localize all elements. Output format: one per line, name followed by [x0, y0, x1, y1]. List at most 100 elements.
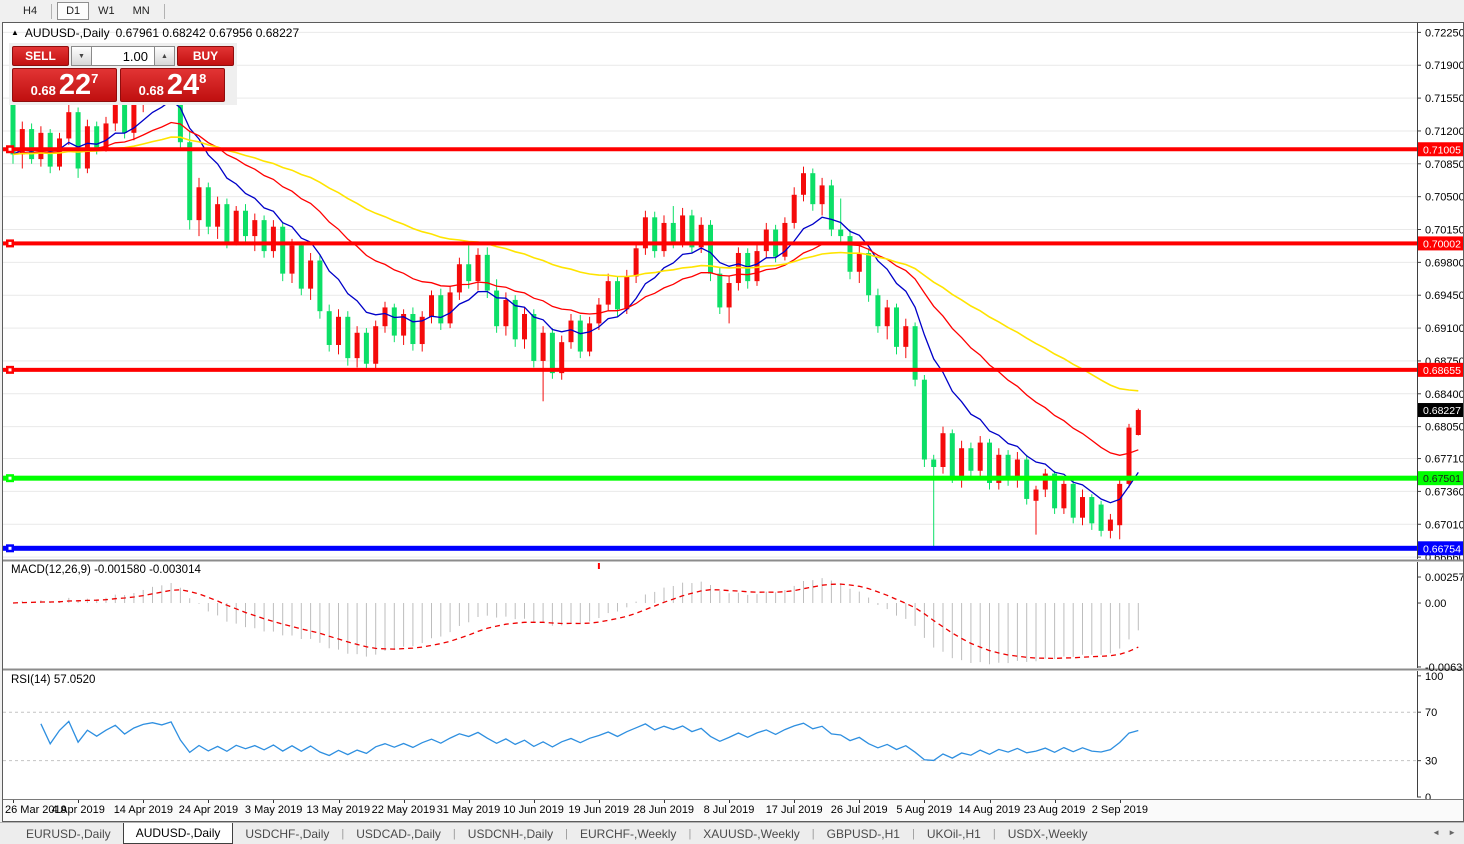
time-axis-tick: [664, 800, 665, 803]
chart-tab-bar: EURUSD-,Daily AUDUSD-,Daily USDCHF-,Daily |…: [0, 822, 1464, 844]
svg-text:0.67360: 0.67360: [1425, 486, 1463, 498]
svg-text:0.71550: 0.71550: [1425, 93, 1463, 105]
time-axis-tick: [208, 800, 210, 803]
time-axis-label: 26 Jul 2019: [830, 804, 888, 816]
time-axis-tick: [533, 800, 535, 803]
tab-separator: |: [565, 827, 568, 840]
volume-increase-button[interactable]: ▲: [154, 46, 175, 66]
time-axis-label: 14 Apr 2019: [113, 804, 174, 816]
time-axis-label: 14 Aug 2019: [958, 804, 1021, 816]
svg-text:0.69450: 0.69450: [1425, 290, 1463, 302]
time-axis-label: 8 Jul 2019: [703, 804, 755, 816]
svg-text:0.67010: 0.67010: [1425, 519, 1463, 531]
sell-button[interactable]: SELL: [12, 46, 69, 66]
ohlc-values: 0.67961 0.68242 0.67956 0.68227: [115, 26, 300, 40]
tab-separator: |: [992, 827, 996, 840]
macd-pane: 0.002574 0.00 -0.006326: [12, 562, 1463, 674]
svg-text:0.67501: 0.67501: [1423, 473, 1461, 485]
time-axis-tick: [924, 800, 926, 803]
buy-price-pip: 8: [199, 70, 207, 86]
svg-text:0: 0: [1425, 792, 1431, 799]
volume-decrease-button[interactable]: ▼: [71, 46, 92, 66]
time-axis-label: 5 Aug 2019: [896, 804, 953, 816]
tab-scroll-left-icon[interactable]: ◄: [1432, 828, 1441, 837]
horizontal-lines: 0.71005 0.70002 0.68655 0.67501 0.66754: [3, 142, 1463, 556]
toolbar-separator: [51, 3, 53, 19]
collapse-panel-icon[interactable]: ▲: [11, 28, 19, 37]
svg-text:0.71200: 0.71200: [1425, 126, 1463, 138]
time-axis-label: 23 Aug 2019: [1023, 804, 1086, 816]
current-price-label: 0.68227: [1418, 403, 1463, 418]
sell-price-button[interactable]: 0.68 22 7: [12, 68, 117, 102]
chart-canvas[interactable]: 0.72250 0.71900 0.71550 0.71200 0.70850 0.705…: [3, 23, 1463, 799]
timeframe-d1-button[interactable]: D1: [57, 2, 90, 20]
buy-price-prefix: 0.68: [138, 82, 164, 98]
svg-text:0.69100: 0.69100: [1425, 323, 1463, 335]
time-axis-tick: [794, 800, 796, 803]
chart-tab-usdcnh-daily[interactable]: USDCNH-,Daily: [467, 826, 554, 841]
time-axis-label: 10 Jun 2019: [503, 804, 564, 816]
time-axis-tick: [1054, 800, 1056, 803]
time-axis-tick: [13, 800, 14, 803]
tab-separator: |: [688, 827, 692, 840]
time-axis-label: 28 Jun 2019: [633, 804, 695, 816]
rsi-pane: 100 70 30 0: [3, 671, 1443, 799]
time-axis-tick: [598, 800, 600, 803]
chart-tab-ukoil-h1[interactable]: UKOil-,H1: [926, 826, 981, 841]
time-axis-tick: [338, 800, 340, 803]
time-axis-tick: [468, 800, 470, 803]
time-axis: 26 Mar 2019 4 Apr 2019 14 Apr 2019 24 Apr 2…: [3, 799, 1463, 821]
timeframe-w1-button[interactable]: W1: [89, 2, 124, 20]
time-axis-label: 26 Mar 2019: [5, 804, 67, 816]
chart-tab-xauusd-weekly[interactable]: XAUUSD-,Weekly: [703, 826, 800, 841]
tab-separator: |: [911, 827, 915, 840]
time-axis-label: 22 May 2019: [371, 804, 436, 816]
time-axis-tick: [273, 800, 275, 803]
buy-button[interactable]: BUY: [177, 46, 234, 66]
svg-text:0.70850: 0.70850: [1425, 159, 1463, 171]
time-axis-label: 3 May 2019: [244, 804, 303, 816]
svg-text:0.002574: 0.002574: [1425, 572, 1463, 584]
svg-text:0.68227: 0.68227: [1423, 405, 1461, 417]
time-axis-label: 24 Apr 2019: [178, 804, 239, 816]
chevron-down-icon: ▼: [78, 52, 85, 60]
chart-tab-usdchf-daily[interactable]: USDCHF-,Daily: [245, 826, 330, 841]
volume-stepper: ▼ ▲: [71, 46, 175, 66]
chevron-up-icon: ▲: [161, 52, 168, 60]
time-axis-tick: [143, 800, 145, 803]
toolbar-separator: [163, 3, 165, 19]
chart-tab-usdx-weekly[interactable]: USDX-,Weekly: [1007, 826, 1088, 841]
tab-separator: |: [341, 827, 345, 840]
buy-price-main: 24: [166, 68, 200, 101]
svg-text:0.69800: 0.69800: [1425, 257, 1463, 269]
timeframe-mn-button[interactable]: MN: [124, 2, 159, 20]
chart-tab-eurchf-weekly[interactable]: EURCHF-,Weekly: [579, 826, 677, 841]
time-axis-tick: [403, 800, 405, 803]
time-axis-tick: [1119, 800, 1121, 803]
price-gridlines: [3, 31, 1417, 558]
timeframe-toolbar: H4 D1 W1 MN: [0, 0, 1464, 22]
svg-text:0.70002: 0.70002: [1423, 238, 1461, 250]
macd-label: MACD(12,26,9) -0.001580 -0.003014: [11, 564, 201, 576]
timeframe-h4-button[interactable]: H4: [14, 2, 46, 20]
chart-tab-gbpusd-h1[interactable]: GBPUSD-,H1: [826, 826, 900, 841]
time-axis-tick: [78, 800, 80, 803]
symbol-period-label: AUDUSD-,Daily: [24, 26, 110, 40]
tab-separator: |: [811, 827, 815, 840]
volume-input[interactable]: [92, 46, 154, 66]
ma-55-line: [12, 136, 1139, 392]
tab-scroll-right-icon[interactable]: ►: [1448, 828, 1456, 837]
chart-tab-usdcad-daily[interactable]: USDCAD-,Daily: [356, 826, 441, 841]
chart-window: 0.72250 0.71900 0.71550 0.71200 0.70850 0.705…: [2, 22, 1464, 822]
svg-text:0.68050: 0.68050: [1425, 422, 1463, 434]
tab-separator: |: [452, 827, 456, 840]
time-axis-tick: [989, 800, 991, 803]
svg-text:0.71900: 0.71900: [1425, 60, 1463, 72]
chart-tab-eurusd-daily[interactable]: EURUSD-,Daily: [26, 826, 111, 841]
svg-text:100: 100: [1425, 671, 1443, 683]
svg-text:70: 70: [1425, 707, 1437, 719]
chart-ohlc-header: ▲ AUDUSD-,Daily 0.67961 0.68242 0.67956 …: [11, 26, 299, 40]
buy-price-button[interactable]: 0.68 24 8: [120, 68, 225, 102]
chart-tab-audusd-daily[interactable]: AUDUSD-,Daily: [122, 823, 234, 844]
